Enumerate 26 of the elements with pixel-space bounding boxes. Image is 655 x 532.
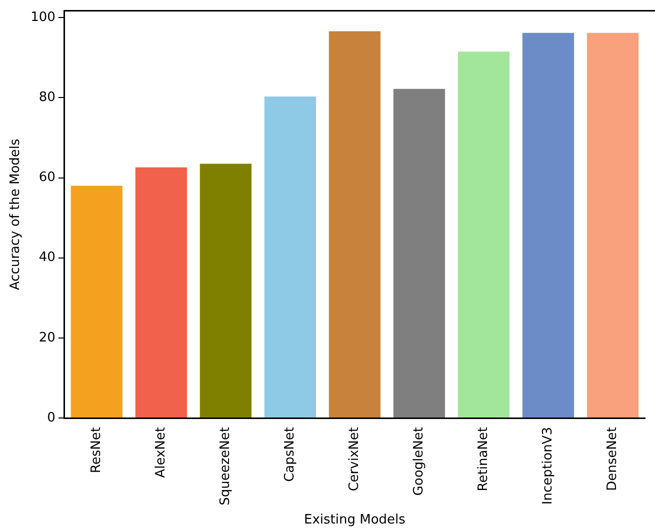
y-tick-label: 100 — [30, 10, 56, 25]
y-tick-label: 80 — [38, 90, 56, 106]
bar — [264, 96, 316, 418]
x-tick-label: CapsNet — [282, 427, 298, 482]
x-tick-label: GoogleNet — [412, 427, 427, 496]
y-tick-label: 20 — [38, 330, 56, 346]
bar — [200, 164, 252, 418]
bar — [328, 31, 381, 418]
y-tick-label: 60 — [38, 170, 56, 186]
x-tick-label: SqueezeNet — [218, 427, 234, 506]
x-tick-label: DenseNet — [605, 427, 620, 491]
bar — [458, 52, 510, 418]
bar — [586, 32, 639, 418]
y-axis-title: Accuracy of the Models — [8, 138, 24, 290]
x-tick-label: AlexNet — [154, 427, 169, 478]
x-tick-label: InceptionV3 — [540, 427, 556, 505]
x-tick-label: CervixNet — [347, 427, 362, 492]
bar — [393, 88, 446, 418]
bar — [70, 186, 122, 418]
y-tick-label: 40 — [38, 250, 56, 266]
x-axis-title: Existing Models — [304, 512, 406, 528]
x-tick-label: RetinaNet — [476, 427, 492, 492]
bar — [522, 32, 574, 418]
y-tick-label: 0 — [47, 410, 56, 426]
x-tick-label: ResNet — [89, 427, 104, 474]
bar — [135, 167, 187, 418]
